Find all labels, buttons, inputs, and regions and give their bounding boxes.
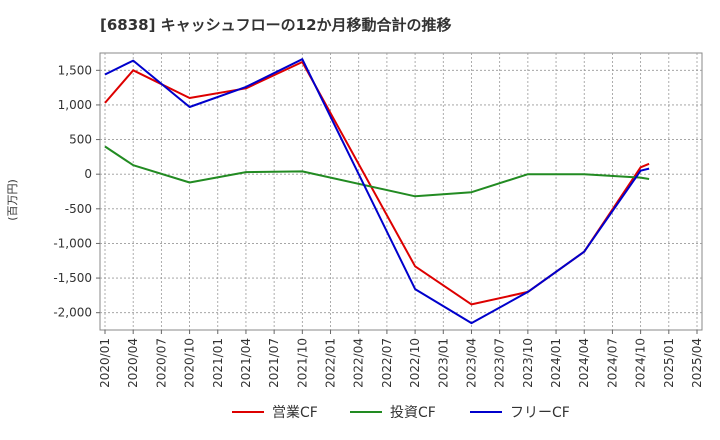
x-tick-label-5: 2021/04: [239, 338, 253, 388]
x-tick-label-2: 2020/07: [154, 338, 168, 388]
series-line-2: [104, 58, 650, 325]
x-tick-label-21: 2025/04: [690, 338, 704, 388]
x-tick-label-17: 2024/04: [577, 338, 591, 388]
x-tick-label-6: 2021/07: [267, 338, 281, 388]
chart-title: [6838] キャッシュフローの12か月移動合計の推移: [100, 16, 452, 34]
x-tick-label-9: 2022/04: [352, 338, 366, 388]
x-tick-label-16: 2024/01: [549, 338, 563, 388]
grid: [100, 53, 702, 330]
legend-label-2: フリーCF: [510, 405, 570, 421]
x-tick-label-4: 2021/01: [211, 338, 225, 388]
y-tick-label-2: -1,000: [53, 236, 92, 250]
y-tick-label-1: -1,500: [53, 271, 92, 285]
y-tick-label-4: 0: [84, 167, 92, 181]
x-tick-label-10: 2022/07: [380, 338, 394, 388]
series-lines: [104, 58, 650, 325]
y-tick-label-6: 1,000: [58, 98, 92, 112]
x-tick-label-7: 2021/10: [295, 338, 309, 388]
series-line-1: [104, 145, 650, 198]
y-tick-label-0: -2,000: [53, 306, 92, 320]
x-tick-label-14: 2023/07: [493, 338, 507, 388]
x-tick-label-15: 2023/10: [521, 338, 535, 388]
series-line-0: [104, 61, 650, 306]
plot-area: [99, 52, 703, 331]
x-tick-label-1: 2020/04: [126, 338, 140, 388]
legend-label-0: 営業CF: [272, 405, 318, 421]
x-tick-label-20: 2025/01: [662, 338, 676, 388]
x-tick-label-3: 2020/10: [183, 338, 197, 388]
x-tick-label-11: 2022/10: [408, 338, 422, 388]
y-axis-label: (百万円): [6, 179, 19, 221]
y-tick-label-5: 500: [69, 133, 92, 147]
y-ticks: -2,000 -1,500 -1,000 -500 0 500 1,000 1,500: [53, 63, 100, 320]
legend-label-1: 投資CF: [390, 405, 436, 421]
legend: 営業CF 投資CF フリーCF: [232, 405, 570, 421]
x-tick-label-12: 2023/01: [436, 338, 450, 388]
y-tick-label-7: 1,500: [58, 63, 92, 77]
x-tick-label-8: 2022/01: [324, 338, 338, 388]
x-ticks: 2020/01 2020/04 2020/07 2020/10 2021/01 2021/…: [98, 330, 704, 388]
x-tick-label-0: 2020/01: [98, 338, 112, 388]
x-tick-label-13: 2023/04: [464, 338, 478, 388]
y-tick-label-3: -500: [65, 202, 92, 216]
x-tick-label-19: 2024/10: [634, 338, 648, 388]
x-tick-label-18: 2024/07: [605, 338, 619, 388]
